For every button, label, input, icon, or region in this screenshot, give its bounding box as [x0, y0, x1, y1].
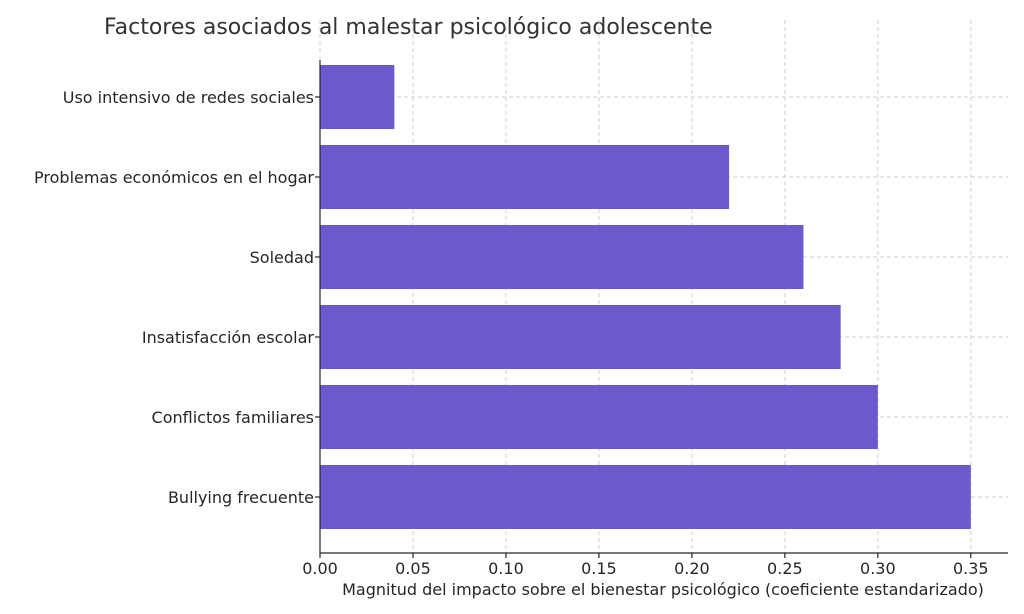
category-label: Insatisfacción escolar: [142, 328, 315, 347]
bar: [320, 385, 878, 449]
bars: [320, 65, 971, 529]
x-tick-label: 0.05: [395, 559, 431, 578]
x-tick-label: 0.25: [767, 559, 803, 578]
bar: [320, 225, 804, 289]
bar: [320, 145, 730, 209]
labels: 0.00 0.05 0.10 0.15 0.20 0.25 0.30 0.35 Uso inte…: [34, 88, 989, 578]
x-tick-label: 0.35: [953, 559, 989, 578]
category-label: Problemas económicos en el hogar: [34, 168, 314, 187]
chart-title: Factores asociados al malestar psicológi…: [104, 15, 713, 40]
category-label: Conflictos familiares: [152, 408, 314, 427]
bar: [320, 305, 841, 369]
category-label: Bullying frecuente: [168, 488, 314, 507]
bar: [320, 465, 971, 529]
x-tick-label: 0.30: [860, 559, 896, 578]
x-tick-label: 0.10: [488, 559, 524, 578]
axes: [315, 60, 1008, 558]
x-tick-label: 0.15: [581, 559, 617, 578]
x-tick-label: 0.20: [674, 559, 710, 578]
x-tick-label: 0.00: [302, 559, 338, 578]
category-label: Uso intensivo de redes sociales: [63, 88, 314, 107]
category-label: Soledad: [250, 248, 314, 267]
bar: [320, 65, 395, 129]
x-axis-label: Magnitud del impacto sobre el bienestar …: [342, 580, 984, 599]
